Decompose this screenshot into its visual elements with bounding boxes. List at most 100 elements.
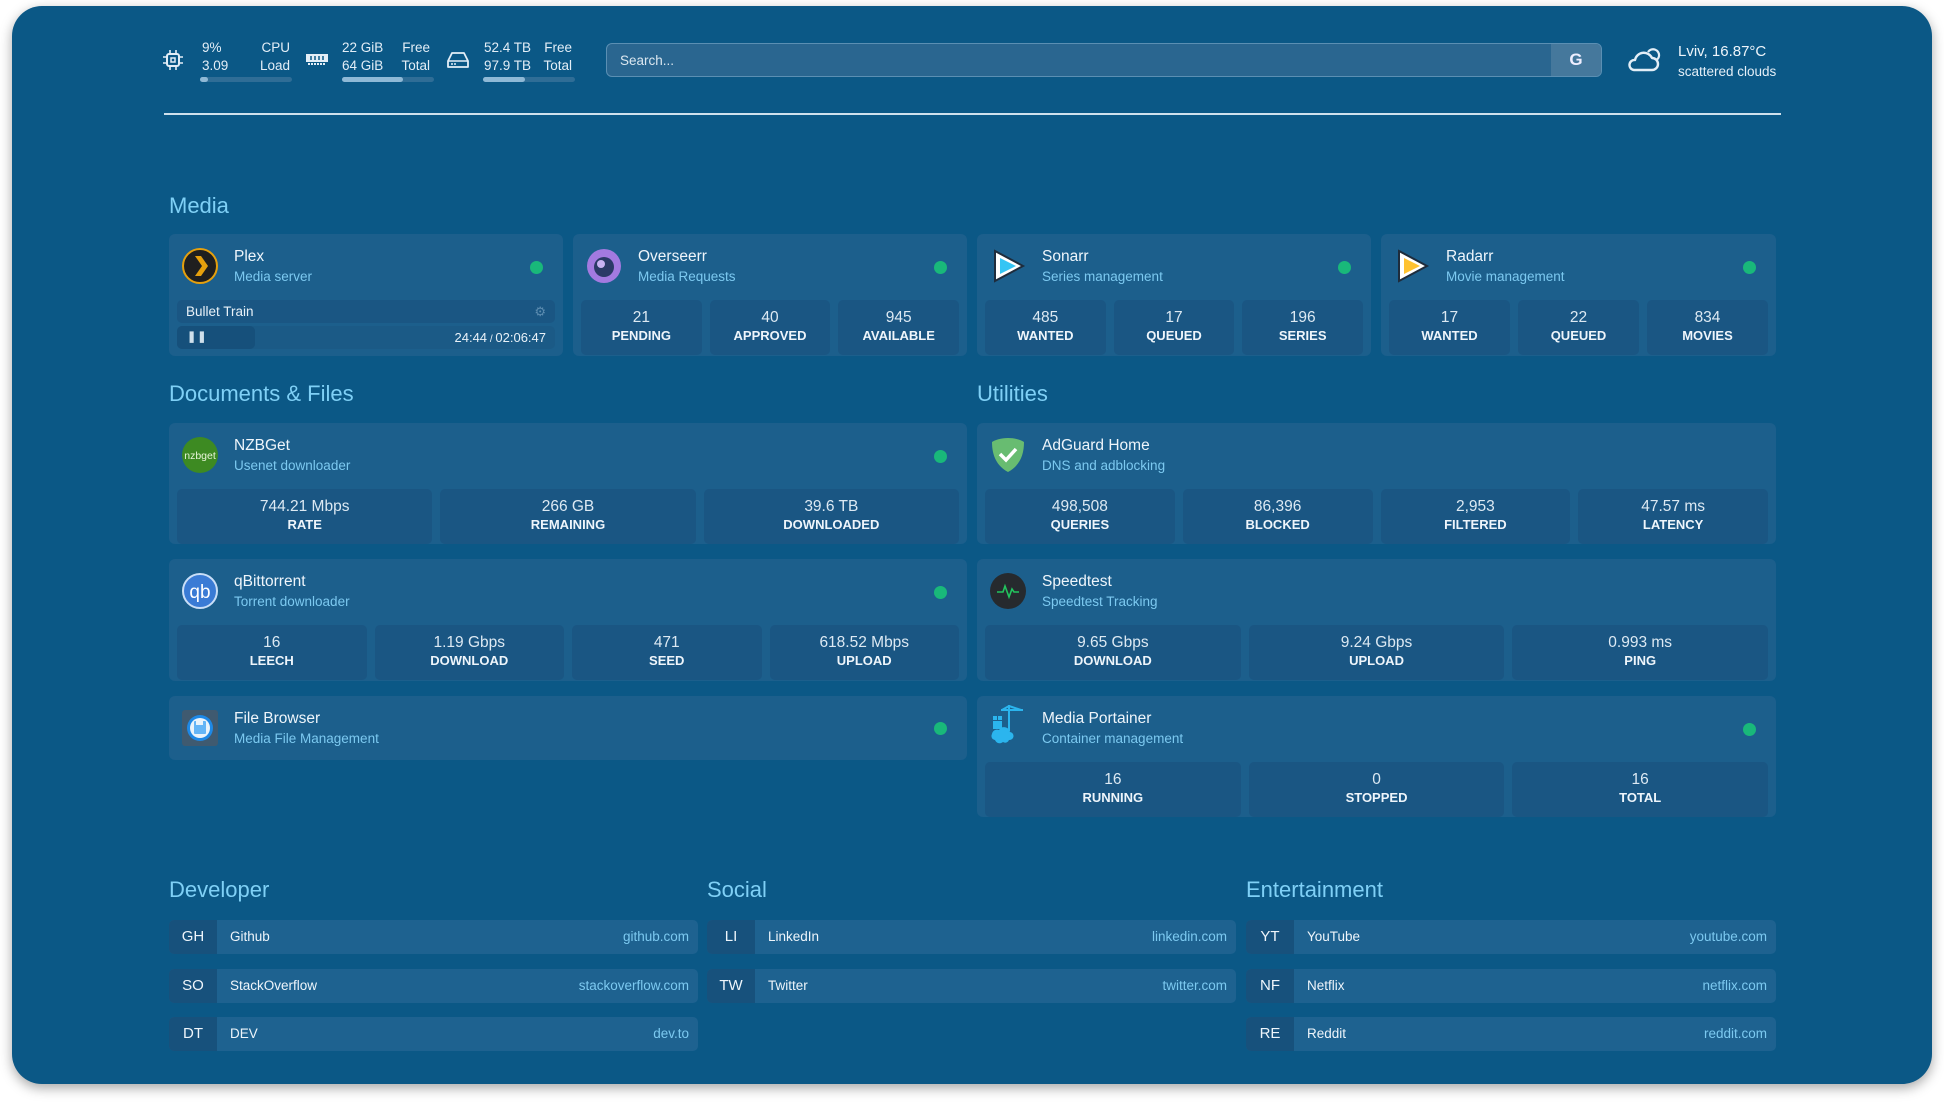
stat-label: PENDING [611,328,671,343]
bookmark-linkedin[interactable]: LI LinkedIn linkedin.com [707,920,1236,954]
stat-value: 498,508 [1051,498,1108,515]
cpu-icon [163,50,183,70]
memory-usage-bar [342,77,434,82]
settings-icon[interactable]: ⚙ [534,304,546,319]
disk-free: 52.4 TB [484,40,532,55]
service-description: Media File Management [234,731,379,746]
status-indicator-online [1743,723,1756,736]
bookmark-github[interactable]: GH Github github.com [169,920,698,954]
stat-blocked: 86,396 BLOCKED [1182,489,1373,544]
disk-usage-bar [483,77,575,82]
search-input[interactable] [607,44,1551,76]
pause-button[interactable]: ❚❚ [177,326,255,349]
service-name: Speedtest [1042,573,1112,590]
hard-drive-icon [447,52,469,68]
stat-value: 9.65 Gbps [1077,634,1149,651]
bookmark-netflix[interactable]: NF Netflix netflix.com [1246,968,1776,1003]
status-indicator-online [530,261,543,274]
stat-label: RUNNING [1082,790,1144,805]
bookmark-name: StackOverflow [230,977,318,993]
bookmark-stackoverflow[interactable]: SO StackOverflow stackoverflow.com [169,968,698,1003]
stat-value: 21 [632,309,650,326]
plex-icon [181,247,219,285]
search-provider-button[interactable]: G [1551,44,1601,76]
bookmark-url: linkedin.com [1151,929,1227,944]
stat-downloaded: 39.6 TB DOWNLOADED [703,489,959,544]
service-card-qbittorrent[interactable]: qb qBittorrent Torrent downloader 16 LEECH 1.… [169,559,967,681]
service-card-adguard[interactable]: AdGuard Home DNS and adblocking 498,508 QUE… [977,423,1776,544]
stats-row: 498,508 QUERIES 86,396 BLOCKED 2,953 FILTERED… [985,489,1768,544]
portainer-icon [989,704,1027,744]
memory-icon [306,54,328,65]
service-card-overseerr[interactable]: Overseerr Media Requests 21 PENDING 40 APPROV… [573,234,967,356]
service-card-radarr[interactable]: Radarr Movie management 17 WANTED 22 QUEUED 83… [1381,234,1776,356]
status-indicator-online [1743,261,1756,274]
stat-value: 40 [761,309,779,326]
adguard-shield-icon [989,436,1027,474]
service-name: File Browser [234,710,321,727]
qbittorrent-icon: qb [181,572,219,610]
memory-total-label: Total [401,58,430,73]
stat-value: 266 GB [541,498,595,515]
service-card-portainer[interactable]: Media Portainer Container management 16 RUN… [977,696,1776,817]
service-card-speedtest[interactable]: Speedtest Speedtest Tracking 9.65 Gbps DOWN… [977,559,1776,681]
stat-label: SEED [649,653,685,668]
stat-value: 17 [1440,309,1459,326]
stat-total: 16 TOTAL [1512,762,1769,817]
stat-leech: 16 LEECH [177,625,367,680]
service-card-filebrowser[interactable]: File Browser Media File Management [169,696,967,760]
bookmark-name: Github [230,929,270,944]
stat-upload: 618.52 Mbps UPLOAD [769,625,959,680]
bookmark-youtube[interactable]: YT YouTube youtube.com [1246,920,1776,954]
service-card-plex[interactable]: Plex Media server Bullet Train ⚙ ❚❚ 24:44 / 0… [169,234,563,356]
bookmark-abbreviation: TW [707,968,755,1003]
dashboard-panel [12,6,1932,1084]
stat-queued: 22 QUEUED [1518,300,1639,355]
disk-total: 97.9 TB [484,58,532,73]
stat-label: WANTED [1421,328,1478,343]
stat-value: 86,396 [1253,498,1302,515]
service-name: Radarr [1446,248,1494,265]
playback-progress: 24:44 [454,330,488,345]
bookmark-dev[interactable]: DT DEV dev.to [169,1017,698,1051]
stat-value: 16 [1104,771,1122,788]
stat-label: RATE [287,517,322,532]
header-divider [164,113,1781,115]
file-browser-icon [181,709,219,747]
service-description: Movie management [1446,269,1565,284]
stats-row: 744.21 Mbps RATE 266 GB REMAINING 39.6 TB DOW… [177,489,959,544]
stat-label: DOWNLOAD [1073,653,1152,668]
stat-label: STOPPED [1345,790,1408,805]
bookmark-name: Netflix [1307,977,1345,993]
stat-label: BLOCKED [1245,517,1310,532]
bookmark-group-title: Entertainment [1246,877,1383,902]
service-description: Media Requests [638,269,736,284]
bookmark-abbreviation: YT [1246,920,1294,954]
bookmark-reddit[interactable]: RE Reddit reddit.com [1246,1017,1776,1051]
bookmark-name: Reddit [1307,1026,1347,1041]
stat-stopped: 0 STOPPED [1248,762,1505,817]
service-card-sonarr[interactable]: Sonarr Series management 485 WANTED 17 QUEUED… [977,234,1371,356]
stat-value: 39.6 TB [804,498,859,515]
bookmark-url: github.com [622,929,689,944]
stat-value: 0 [1372,771,1381,788]
stat-value: 485 [1032,309,1059,326]
cpu-load: 3.09 [202,58,229,73]
stat-latency: 47.57 ms LATENCY [1578,489,1768,544]
stat-series: 196 SERIES [1242,300,1364,355]
now-playing-title-row[interactable]: Bullet Train ⚙ [177,300,555,323]
now-playing-title: Bullet Train [186,304,254,319]
service-card-nzbget[interactable]: nzbget NZBGet Usenet downloader 744.21 Mbps… [169,423,967,544]
stat-label: WANTED [1017,328,1074,343]
bookmark-abbreviation: LI [707,920,755,954]
cloud-sun-icon [1628,48,1661,72]
bookmark-abbreviation: GH [169,920,217,954]
stat-approved: 40 APPROVED [709,300,831,355]
service-name: Sonarr [1042,248,1089,265]
bookmark-name: YouTube [1307,929,1361,944]
memory-total: 64 GiB [342,58,384,73]
stat-label: TOTAL [1619,790,1662,805]
playback-time: 24:44 / 02:06:47 [455,326,547,351]
bookmark-twitter[interactable]: TW Twitter twitter.com [707,968,1236,1003]
stat-label: AVAILABLE [862,328,935,343]
